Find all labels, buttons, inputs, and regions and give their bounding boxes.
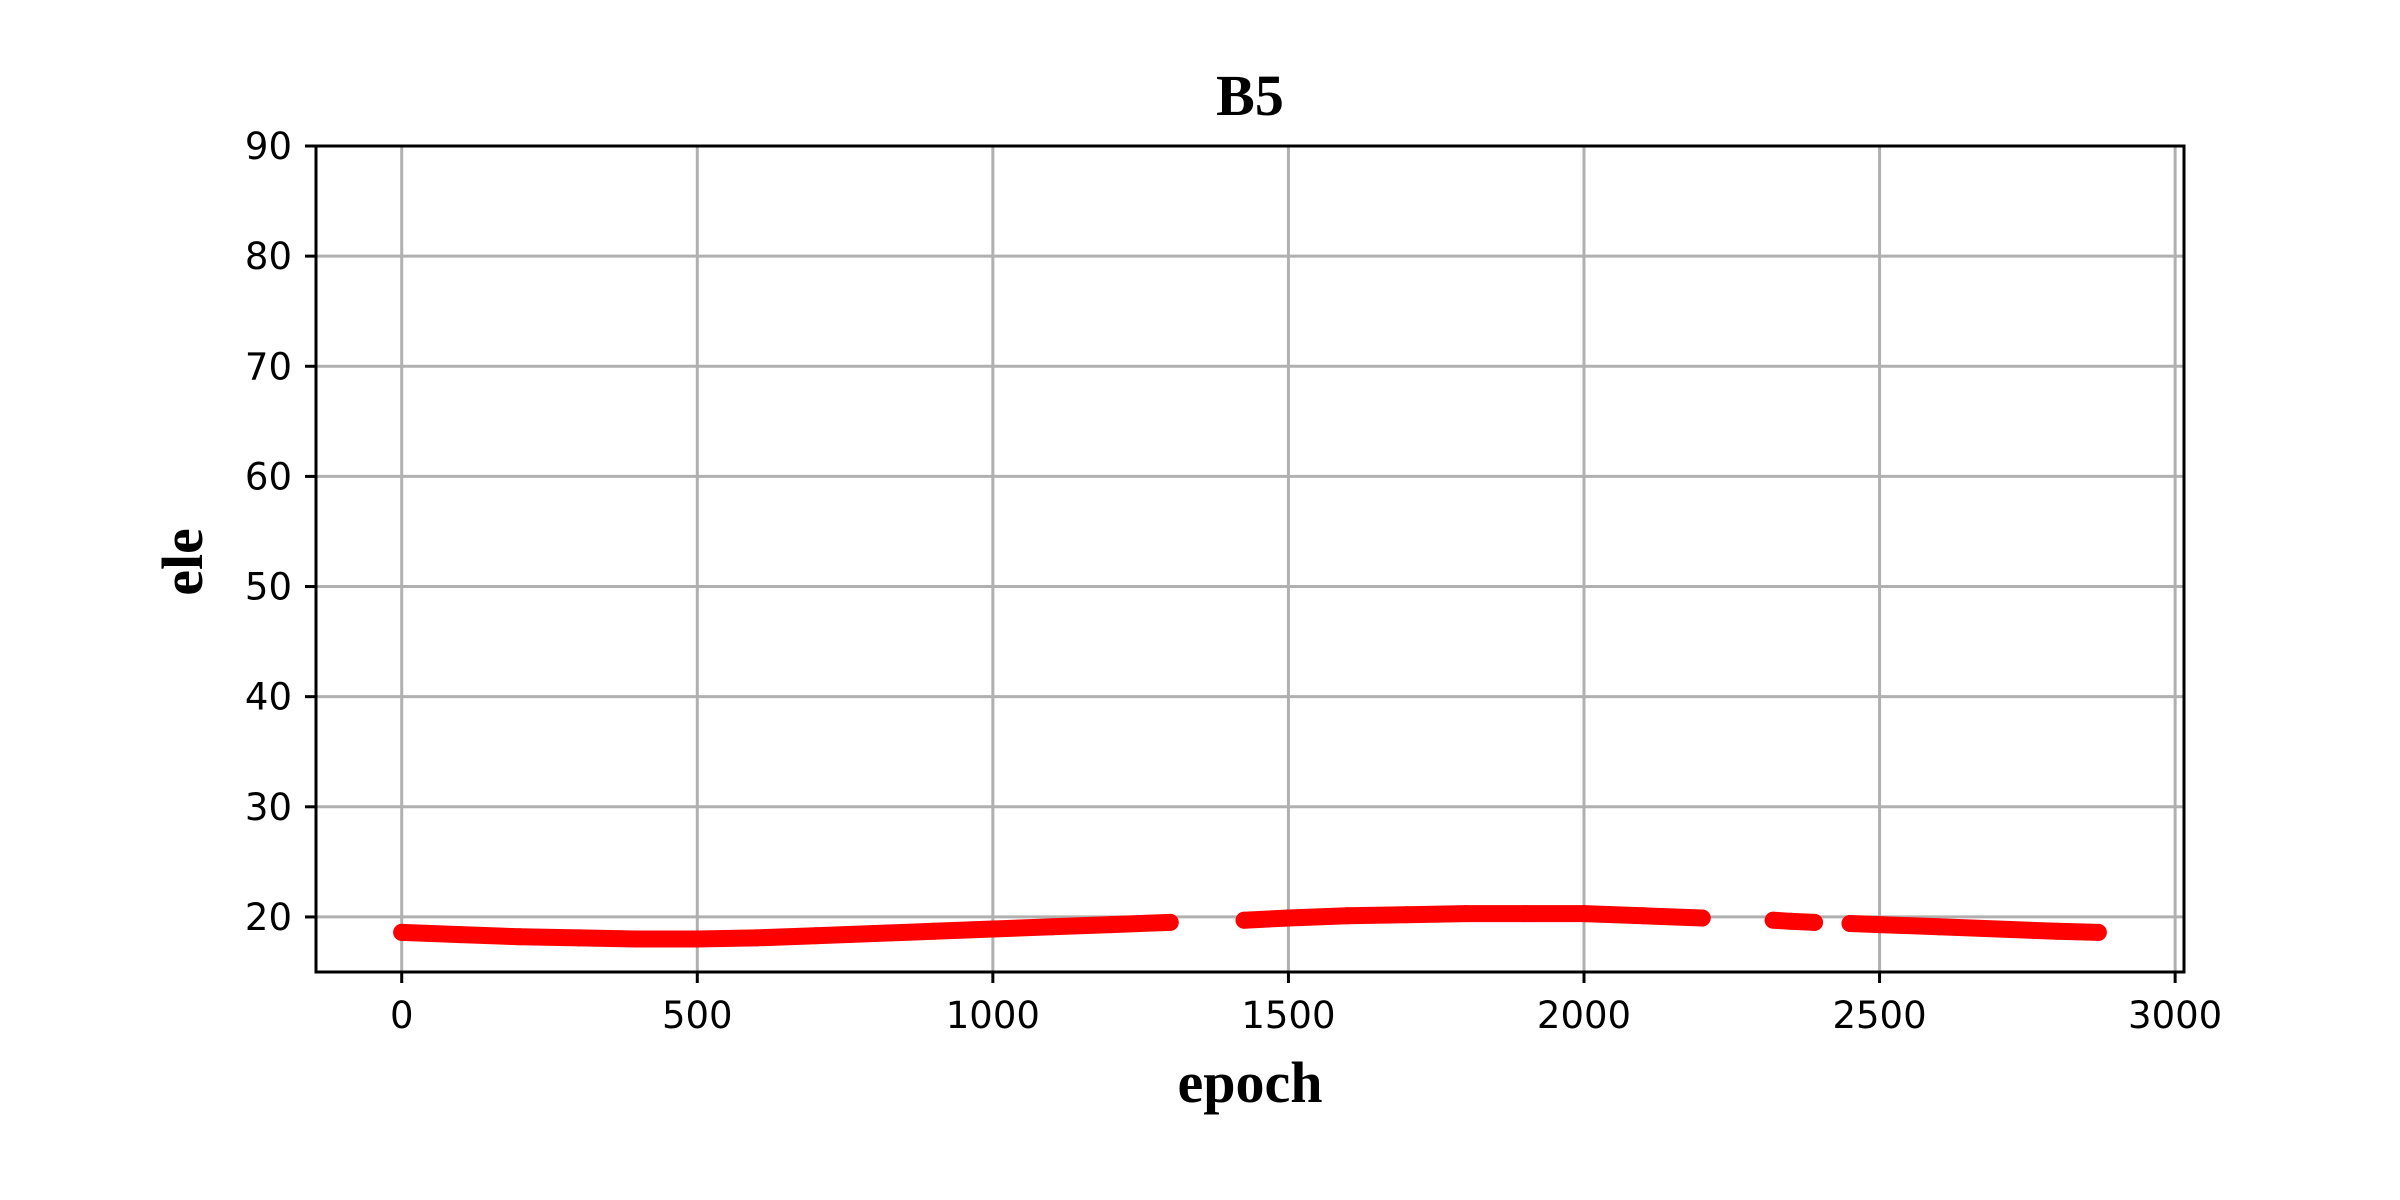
x-tick-label: 0	[390, 994, 414, 1037]
data-point	[1102, 916, 1120, 934]
data-point	[984, 920, 1002, 938]
y-tick-label: 90	[245, 125, 292, 168]
data-point	[1339, 907, 1356, 925]
data-point	[1516, 905, 1534, 923]
data-point	[747, 929, 765, 947]
y-tick-label: 30	[245, 786, 292, 829]
y-tick-label: 80	[245, 235, 292, 278]
y-axis-label: ele	[150, 528, 215, 596]
y-tick-label: 20	[245, 896, 292, 939]
data-point	[1457, 905, 1475, 923]
x-tick-label: 3000	[2128, 994, 2222, 1037]
y-tick-label: 60	[245, 455, 292, 498]
data-point	[866, 925, 884, 942]
data-point	[1871, 916, 1889, 934]
data-point	[1235, 911, 1253, 929]
plot-frame	[314, 144, 2186, 974]
x-tick-label: 500	[662, 994, 733, 1037]
data-point	[2089, 923, 2107, 941]
x-tick-label: 1000	[946, 994, 1040, 1037]
grid-lines	[316, 144, 2184, 972]
data-point	[1279, 909, 1297, 927]
data-point	[1043, 918, 1061, 936]
data-point	[925, 922, 943, 940]
data-point	[1930, 918, 1948, 936]
series-segment	[393, 913, 1179, 948]
data-point	[1161, 913, 1179, 931]
data-point	[688, 930, 706, 948]
data-point	[570, 929, 588, 947]
y-tick-label: 70	[245, 345, 292, 388]
data-point	[1806, 913, 1823, 931]
data-point	[393, 923, 411, 941]
data-point	[1398, 906, 1416, 924]
x-axis-label: epoch	[1178, 1050, 1323, 1115]
data-point	[511, 928, 529, 946]
data-point	[1693, 909, 1711, 927]
data-point	[1575, 905, 1593, 923]
chart-title: B5	[1216, 63, 1284, 128]
data-point	[1634, 907, 1652, 925]
data-point	[2048, 922, 2066, 940]
data-point	[807, 927, 824, 945]
x-tick-label: 2500	[1832, 994, 1926, 1037]
series-ele	[393, 905, 2107, 948]
data-point	[1764, 911, 1782, 929]
data-point	[629, 930, 647, 948]
x-tick-label: 1500	[1241, 994, 1335, 1037]
data-point	[1989, 920, 2007, 938]
data-point	[452, 926, 470, 944]
x-tick-label: 2000	[1537, 994, 1631, 1037]
data-point	[1782, 912, 1800, 930]
y-axis: 20 30 40 50 60 70 80 90	[245, 125, 316, 939]
data-point	[1841, 915, 1859, 932]
y-tick-label: 50	[245, 566, 292, 609]
y-tick-label: 40	[245, 676, 292, 719]
x-axis: 0 500 1000 1500 2000 2500 3000	[390, 972, 2222, 1037]
